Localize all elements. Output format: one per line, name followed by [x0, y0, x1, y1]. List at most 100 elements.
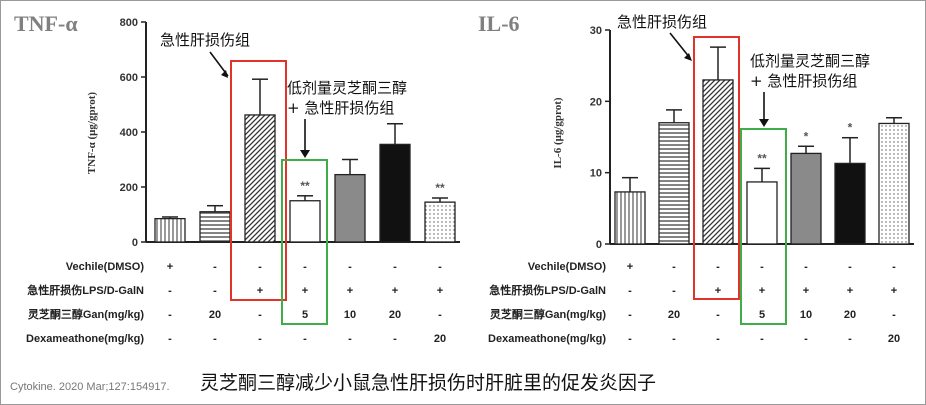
arrow-acute-il6 [669, 32, 691, 59]
table-cell: - [672, 261, 676, 273]
y-axis-label-il6: IL-6 (μg/gprot) [552, 97, 564, 168]
highlight-box-acute-il6 [693, 36, 740, 300]
table-cell: 20 [844, 309, 856, 321]
table-cell: 5 [302, 309, 308, 321]
significance-marker: ** [435, 181, 445, 195]
table-cell: + [437, 285, 443, 297]
table-cell: 20 [209, 309, 221, 321]
annotation-lowdose-line1-il6: 低剂量灵芝酮三醇 [750, 52, 870, 70]
y-tick-label: 400 [120, 127, 138, 139]
table-cell: 10 [800, 309, 812, 321]
table-cell: - [348, 333, 352, 345]
significance-marker: ** [300, 179, 310, 193]
table-cell: - [628, 309, 632, 321]
arrowhead-acute-il6 [684, 53, 692, 61]
table-cell: + [803, 285, 809, 297]
table-cell: - [348, 261, 352, 273]
table-cell: + [167, 261, 173, 273]
highlight-box-acute-tnf [230, 60, 287, 301]
y-tick-label: 200 [120, 182, 138, 194]
table-cell: - [716, 309, 720, 321]
table-cell: - [213, 333, 217, 345]
annotation-lowdose-line2-tnf: + 急性肝损伤组 [287, 99, 394, 117]
table-cell: - [848, 333, 852, 345]
table-cell: + [627, 261, 633, 273]
table-row-label: Dexameathone(mg/kg) [488, 333, 606, 345]
y-tick-label: 0 [596, 239, 602, 251]
significance-marker: * [848, 121, 853, 135]
table-row-label: 急性肝损伤LPS/D-GalN [27, 283, 144, 297]
annotation-lowdose-line2-il6: + 急性肝损伤组 [750, 72, 857, 90]
bar [834, 162, 866, 245]
table-cell: - [628, 333, 632, 345]
table-row-label: 灵芝酮三醇Gan(mg/kg) [28, 307, 144, 321]
table-cell: + [891, 285, 897, 297]
table-cell: - [258, 261, 262, 273]
table-cell: - [213, 261, 217, 273]
y-axis-label-tnf: TNF-α (μg/gprot) [86, 92, 98, 174]
chart-title-tnf: TNF-α [14, 11, 78, 36]
table-cell: - [760, 261, 764, 273]
bar [334, 173, 366, 243]
table-row-label: Vechile(DMSO) [528, 261, 607, 273]
y-tick-label: 30 [590, 25, 602, 37]
highlight-box-lowdose-tnf [281, 159, 328, 325]
figure-caption: 灵芝酮三醇减少小鼠急性肝损伤时肝脏里的促发炎因子 [200, 372, 656, 394]
y-tick-label: 600 [120, 72, 138, 84]
chart-tnf-alpha: 0 200 400 600 800 ** ** [120, 17, 460, 249]
table-cell: + [302, 285, 308, 297]
table-cell: - [672, 285, 676, 297]
bar [746, 181, 778, 245]
table-row-label: Dexameathone(mg/kg) [26, 333, 144, 345]
table-cell: - [892, 261, 896, 273]
table-cell: - [168, 333, 172, 345]
table-cell: 20 [434, 333, 446, 345]
table-cell: 5 [759, 309, 765, 321]
bar [244, 114, 276, 243]
table-cell: + [257, 285, 263, 297]
treatment-table: Vechile(DMSO) + - - - - - - Vechile(DMSO) + - - - - - -… [26, 261, 900, 345]
table-cell: - [760, 333, 764, 345]
bar [289, 200, 321, 243]
table-cell: - [303, 261, 307, 273]
table-cell: - [213, 285, 217, 297]
bar [424, 201, 456, 243]
y-tick-label: 800 [120, 17, 138, 29]
y-tick-label: 10 [590, 168, 602, 180]
arrowhead-acute-tnf [221, 70, 228, 78]
table-row-label: 灵芝酮三醇Gan(mg/kg) [490, 307, 606, 321]
table-cell: - [258, 309, 262, 321]
bar [199, 211, 231, 243]
table-cell: - [716, 333, 720, 345]
table-cell: - [848, 261, 852, 273]
bar [702, 79, 734, 245]
significance-marker: ** [757, 151, 767, 165]
table-cell: - [804, 333, 808, 345]
table-cell: - [804, 261, 808, 273]
citation: Cytokine. 2020 Mar;127:154917. [10, 381, 170, 393]
table-cell: - [393, 333, 397, 345]
table-cell: - [168, 285, 172, 297]
table-cell: 20 [389, 309, 401, 321]
significance-marker: * [804, 129, 809, 143]
table-cell: - [672, 333, 676, 345]
annotation-lowdose-line1-tnf: 低剂量灵芝酮三醇 [287, 79, 407, 97]
y-tick-label: 20 [590, 96, 602, 108]
table-cell: - [303, 333, 307, 345]
bar [878, 122, 910, 245]
table-cell: + [759, 285, 765, 297]
table-cell: 20 [668, 309, 680, 321]
table-cell: - [438, 309, 442, 321]
y-tick-label: 0 [132, 237, 138, 249]
table-cell: + [392, 285, 398, 297]
bar [379, 143, 411, 243]
bar [790, 152, 822, 245]
table-cell: - [892, 309, 896, 321]
chart-title-il6: IL-6 [478, 11, 520, 36]
table-row-label: 急性肝损伤LPS/D-GalN [489, 283, 606, 297]
annotation-acute-il6: 急性肝损伤组 [617, 13, 707, 31]
table-cell: + [715, 285, 721, 297]
table-cell: + [347, 285, 353, 297]
table-cell: - [168, 309, 172, 321]
